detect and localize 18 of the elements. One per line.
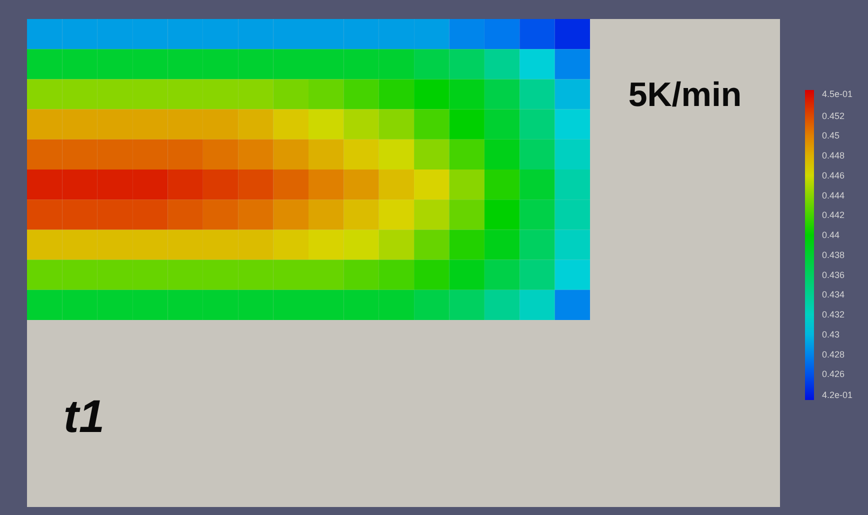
color-bar-label: 0.452	[822, 110, 845, 121]
color-bar-label: 0.444	[822, 190, 845, 200]
color-bar-label: 0.446	[822, 170, 845, 180]
color-bar-label: 0.45	[822, 130, 840, 141]
color-bar-label: 0.442	[822, 210, 845, 220]
text: t1	[64, 390, 104, 442]
text: 5K/min	[628, 76, 742, 114]
color-bar-label: 0.432	[822, 310, 845, 320]
color-bar-label: 0.426	[822, 369, 845, 380]
color-bar-label: 0.428	[822, 349, 845, 360]
color-bar-label: 4.5e-01	[822, 89, 853, 99]
color-bar-label: 0.44	[822, 230, 840, 240]
color-bar-label: 4.2e-01	[822, 390, 853, 400]
color-bar-label: 0.436	[822, 270, 845, 280]
color-bar-label: 0.43	[822, 329, 840, 340]
color-bar-label: 0.438	[822, 250, 845, 260]
color-bar-label: 0.434	[822, 290, 845, 300]
color-bar-label: 0.448	[822, 150, 845, 161]
